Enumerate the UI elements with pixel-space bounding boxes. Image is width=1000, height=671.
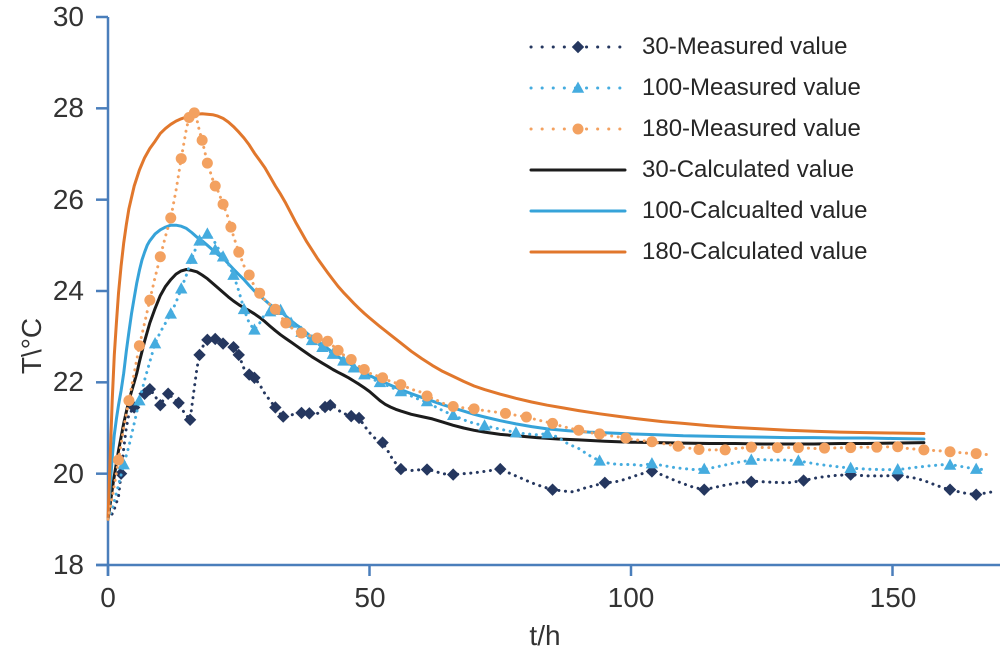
legend-sample-180-calculated-icon	[529, 250, 627, 253]
legend-label: 30-Calculated value	[642, 155, 855, 183]
legend-label: 180-Calculated value	[642, 237, 868, 265]
legend-item-30-calculated: 30-Calculated value	[528, 149, 867, 190]
x-tick-label: 150	[869, 582, 917, 613]
y-tick-label: 24	[52, 275, 84, 306]
y-tick-label: 28	[52, 92, 84, 123]
legend-sample-100-calculated-icon	[529, 209, 627, 212]
legend-sample-180-measured-icon	[529, 123, 627, 134]
y-tick-label: 18	[52, 549, 84, 580]
x-tick-label: 50	[354, 582, 386, 613]
legend-item-180-measured: 180-Measured value	[528, 108, 867, 149]
y-tick-label: 20	[52, 458, 84, 489]
x-tick-label: 100	[607, 582, 655, 613]
legend-item-30-measured: 30-Measured value	[528, 26, 867, 67]
legend-sample-30-measured-icon	[529, 40, 627, 53]
legend-label: 30-Measured value	[642, 32, 848, 60]
legend-item-180-calculated: 180-Calculated value	[528, 231, 867, 272]
legend: 30-Measured value 100-Measured value 180…	[528, 26, 867, 272]
legend-label: 100-Measured value	[642, 73, 861, 101]
x-tick-label: 0	[100, 582, 116, 613]
x-axis-title: t/h	[529, 620, 561, 651]
legend-label: 180-Measured value	[642, 114, 861, 142]
legend-sample-30-calculated-icon	[529, 168, 627, 171]
legend-item-100-calculated: 100-Calcualted value	[528, 190, 867, 231]
y-tick-label: 26	[52, 184, 84, 215]
legend-sample-100-measured-icon	[529, 81, 627, 93]
legend-item-100-measured: 100-Measured value	[528, 67, 867, 108]
y-axis-title: T\°C	[16, 317, 47, 375]
y-tick-label: 22	[52, 366, 84, 397]
y-tick-label: 30	[52, 1, 84, 32]
legend-label: 100-Calcualted value	[642, 196, 868, 224]
